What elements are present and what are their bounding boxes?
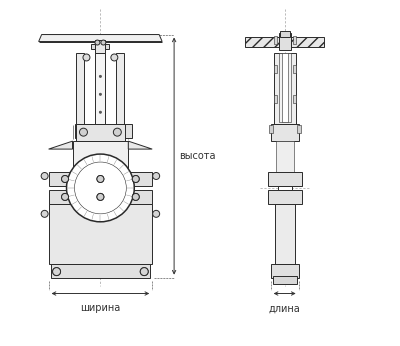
Bar [279,54,291,122]
Circle shape [95,40,100,45]
Bar [268,190,302,204]
Bar [49,190,152,204]
Circle shape [100,111,101,113]
Circle shape [113,128,121,136]
Circle shape [153,210,160,217]
Bar [74,124,92,138]
Bar [105,44,109,49]
Bar [92,44,96,49]
Bar [76,54,84,124]
Circle shape [132,193,139,200]
Bar [49,204,152,264]
Circle shape [101,40,106,45]
Bar [273,275,297,284]
Bar [278,186,292,190]
Circle shape [132,175,139,182]
Bar [275,204,295,264]
Circle shape [140,267,148,275]
Bar [245,37,279,46]
Circle shape [52,267,60,275]
Circle shape [41,210,48,217]
Bar [268,172,302,186]
Bar [293,95,296,103]
Circle shape [80,128,88,136]
Circle shape [97,175,104,182]
Circle shape [66,154,134,222]
Bar [276,141,294,172]
Bar [293,65,296,73]
Bar [68,186,132,190]
Text: высота: высота [179,151,216,161]
Circle shape [111,54,118,61]
Circle shape [97,193,104,200]
Bar [269,125,273,133]
Circle shape [62,175,68,182]
Bar [96,39,105,54]
Circle shape [62,193,68,200]
Circle shape [100,93,101,95]
Bar [280,30,290,37]
Bar [293,36,296,44]
Bar [114,124,132,138]
Polygon shape [49,141,72,149]
Bar [274,36,277,44]
Circle shape [97,175,104,182]
Circle shape [83,54,90,61]
Bar [76,124,125,141]
Bar [274,65,277,73]
Bar [271,124,299,141]
Bar [116,54,124,124]
Circle shape [153,173,160,180]
Bar [72,141,128,172]
Text: ширина: ширина [80,303,120,313]
Bar [297,125,300,133]
Polygon shape [39,35,162,42]
Polygon shape [128,141,152,149]
Circle shape [132,193,139,200]
Circle shape [97,193,104,200]
Bar [291,37,324,46]
Bar [279,33,291,51]
Circle shape [52,267,60,275]
Bar [271,264,299,277]
Circle shape [100,75,101,78]
Bar [274,54,296,124]
Circle shape [41,173,48,180]
Bar [282,54,288,122]
Circle shape [132,175,139,182]
Circle shape [140,267,148,275]
Bar [274,95,277,103]
Bar [51,264,150,277]
Bar [96,54,105,124]
Text: длина: длина [269,303,300,313]
Bar [49,172,152,186]
Circle shape [62,193,68,200]
Circle shape [62,175,68,182]
